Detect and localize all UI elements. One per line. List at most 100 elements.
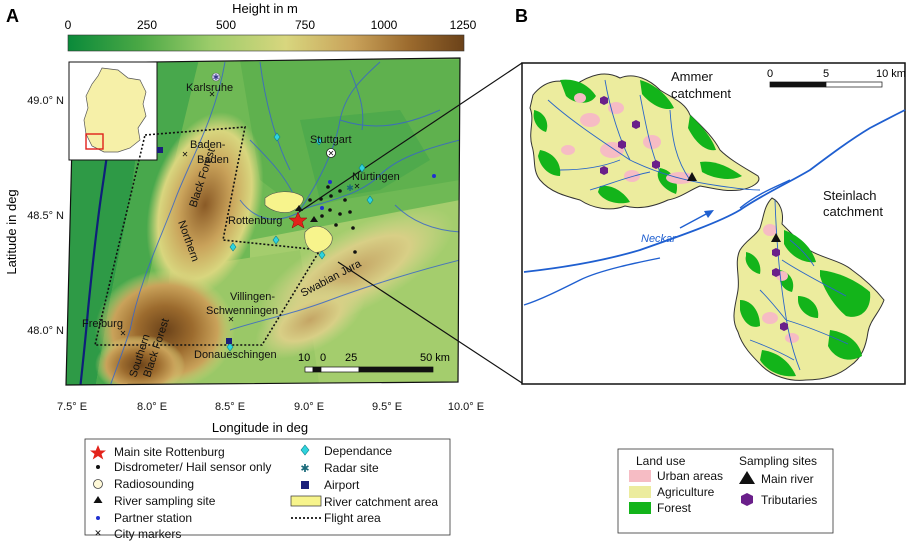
scalebar-a-10: 10	[298, 352, 310, 364]
flow-arrow-head	[704, 210, 714, 218]
colorbar-tick-750: 750	[295, 18, 315, 32]
partner-station-dots	[320, 174, 436, 210]
colorbar-gradient	[67, 34, 465, 52]
scalebar-a: 10 0 25 50 km	[298, 352, 450, 373]
rivers	[107, 61, 460, 385]
legend-label-dependance: Dependance	[324, 444, 392, 458]
legend-icon-catchment	[290, 495, 322, 507]
legend-icon-river-sampling	[93, 496, 103, 503]
legend-label-city-markers: City markers	[114, 527, 181, 541]
steinlach-catchment-a	[304, 225, 333, 253]
legend-icon-tributaries	[741, 493, 753, 506]
legend-label-radar-site: Radar site	[324, 461, 379, 475]
panel-b-label: B	[515, 6, 528, 26]
y-tick-48-5: 48.5° N	[27, 210, 64, 222]
disdrometer-dots	[308, 185, 357, 254]
germany-inset	[68, 61, 158, 161]
legend-swatch-forest	[629, 502, 651, 514]
place-labels: Karlsruhe Stuttgart Baden- Baden Nürting…	[82, 82, 400, 361]
scalebar-b: 0 5 10 km	[767, 68, 906, 88]
steinlach-label-1: Steinlach	[823, 188, 876, 203]
scalebar-b-10: 10 km	[876, 68, 906, 80]
steinlach-streams	[749, 199, 849, 371]
radar-site-karlsruhe	[211, 72, 221, 82]
label-baden-1: Baden-	[190, 139, 226, 151]
x-axis-label: Longitude in deg	[212, 420, 308, 435]
steinlach-label-2: catchment	[823, 204, 883, 219]
legend-icon-airport	[301, 481, 309, 489]
ammer-catchment	[529, 73, 761, 210]
legend-a: ✕ Main site Rottenburg Disdrometer/ Hail…	[84, 438, 451, 541]
legend-icon-radar-site: ✱	[300, 463, 309, 475]
y-axis-ticks: 49.0° N 48.5° N 48.0° N	[27, 95, 64, 337]
neckar-label: Neckar	[641, 233, 677, 245]
legend-icon-disdrometer	[96, 465, 100, 469]
colorbar-tick-0: 0	[65, 18, 72, 32]
connector-line-top	[298, 62, 523, 213]
map-markers: ✱ ✕ ✕ ✕ ✕ ✕ ✕ ✱	[120, 72, 436, 352]
radar-asterisk: ✱	[213, 73, 220, 82]
scalebar-a-25: 25	[345, 352, 357, 364]
svg-text:✕: ✕	[228, 315, 235, 324]
label-baden-2: Baden	[197, 154, 229, 166]
germany-outline	[83, 67, 147, 153]
y-tick-48-0: 48.0° N	[27, 325, 64, 337]
legend-icon-main-river	[739, 471, 755, 484]
legend-label-agriculture: Agriculture	[657, 485, 715, 499]
river-sampling-marker	[310, 216, 318, 222]
legend-icon-dependance	[300, 444, 310, 456]
panel-b-labels: Ammer catchment Steinlach catchment	[671, 69, 883, 219]
scalebar-b-0: 0	[767, 68, 773, 80]
svg-text:✕: ✕	[209, 90, 216, 99]
svg-text:✕: ✕	[182, 150, 189, 159]
map-frame	[65, 57, 461, 386]
steinlach-forest	[740, 230, 871, 377]
steinlach-urban	[762, 224, 799, 343]
legend-label-urban: Urban areas	[657, 469, 723, 483]
svg-text:✕: ✕	[120, 329, 127, 338]
ammer-forest	[533, 79, 742, 204]
scalebar-b-5: 5	[823, 68, 829, 80]
ammer-main-site	[687, 172, 697, 181]
connector-line-bottom	[337, 261, 523, 384]
flow-arrow-line	[679, 212, 709, 229]
steinlach-catchment	[733, 197, 885, 381]
x-tick-8-5: 8.5° E	[215, 401, 245, 413]
colorbar-tick-250: 250	[137, 18, 157, 32]
legend-swatch-agriculture	[629, 486, 651, 498]
inset-region-box	[85, 133, 104, 150]
legend-label-river-sampling: River sampling site	[114, 494, 216, 508]
ammer-label-2: catchment	[671, 86, 731, 101]
city-cross: ✕	[328, 149, 335, 158]
legend-label-airport: Airport	[324, 478, 360, 492]
legend-label-disdrometer: Disdrometer/ Hail sensor only	[114, 460, 271, 474]
legend-label-flight-area: Flight area	[324, 511, 381, 525]
legend-label-catchment: River catchment area	[324, 495, 438, 509]
colorbar-tick-1000: 1000	[371, 18, 398, 32]
airport-marker	[226, 338, 232, 344]
colorbar: Height in m 0 250 500 750 1000 1250	[65, 1, 477, 52]
x-tick-7-5: 7.5° E	[57, 401, 87, 413]
river-sampling-marker	[295, 205, 303, 211]
land-use-title: Land use	[636, 454, 686, 468]
colorbar-tick-1250: 1250	[450, 18, 477, 32]
sampling-sites-title: Sampling sites	[739, 454, 817, 468]
city-markers: ✕ ✕ ✕ ✕ ✕	[120, 90, 361, 338]
scalebar-a-0: 0	[320, 352, 326, 364]
colorbar-tick-500: 500	[216, 18, 236, 32]
label-donaueschingen: Donaueschingen	[194, 349, 277, 361]
legend-icon-radiosounding	[93, 479, 103, 489]
legend-label-tributaries: Tributaries	[761, 493, 817, 507]
label-karlsruhe: Karlsruhe	[186, 82, 233, 94]
label-stuttgart: Stuttgart	[310, 134, 352, 146]
legend-label-radiosounding: Radiosounding	[114, 477, 194, 491]
x-axis-ticks: 7.5° E 8.0° E 8.5° E 9.0° E 9.5° E 10.0°…	[57, 401, 484, 413]
label-villingen-2: Schwenningen	[206, 305, 278, 317]
panel-a-label: A	[6, 6, 19, 26]
neckar-side-channel	[523, 257, 661, 306]
scalebar-a-50: 50 km	[420, 352, 450, 364]
legend-label-main-site: Main site Rottenburg	[114, 445, 225, 459]
y-tick-49-0: 49.0° N	[27, 95, 64, 107]
label-freiburg: Freiburg	[82, 318, 123, 330]
